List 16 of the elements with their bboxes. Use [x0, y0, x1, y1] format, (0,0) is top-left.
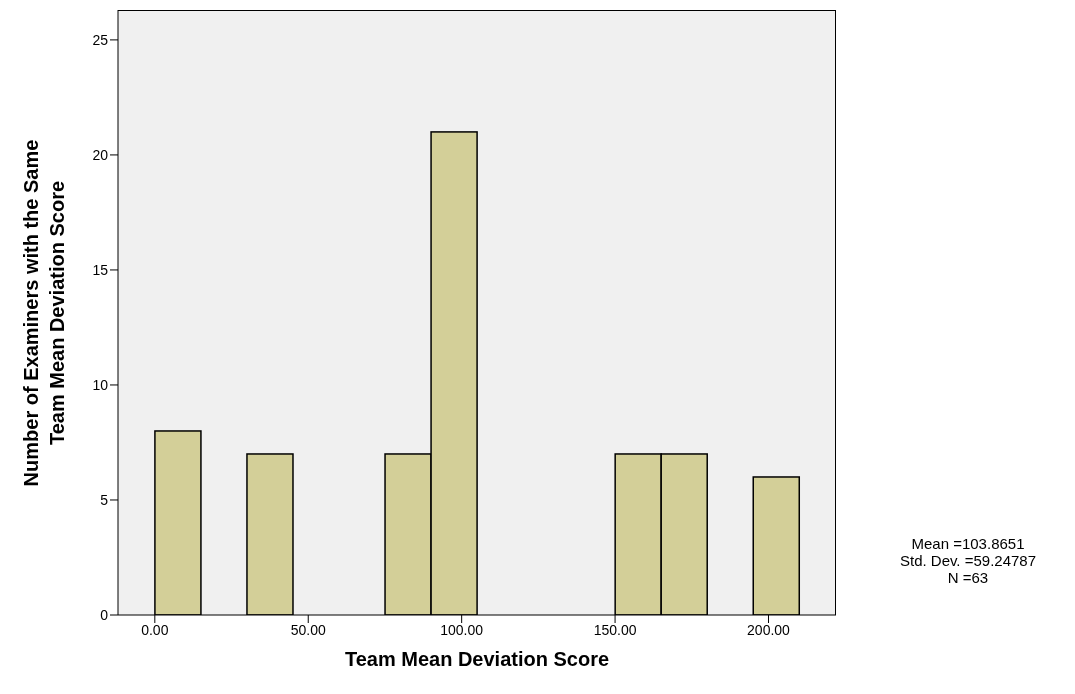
y-tick-label: 25: [92, 31, 109, 48]
x-tick-label: 0.00: [141, 621, 169, 638]
x-tick-label: 150.00: [593, 621, 637, 638]
y-tick-label: 10: [92, 376, 109, 393]
y-axis-title: Number of Examiners with the Same Team Mean Deviation Score: [19, 138, 69, 488]
y-tick-label: 20: [92, 146, 109, 163]
x-axis-title: Team Mean Deviation Score: [343, 648, 611, 671]
x-tick-label: 100.00: [440, 621, 484, 638]
x-tick-label: 200.00: [747, 621, 791, 638]
text: Std. Dev. =59.24787: [898, 552, 1038, 569]
text: Mean =103.8651: [910, 535, 1026, 552]
y-tick-label: 5: [100, 491, 109, 508]
x-tick-label: 50.00: [290, 621, 326, 638]
y-tick-label: 0: [100, 606, 109, 623]
text: N =63: [946, 569, 990, 586]
y-tick-label: 15: [92, 261, 109, 278]
